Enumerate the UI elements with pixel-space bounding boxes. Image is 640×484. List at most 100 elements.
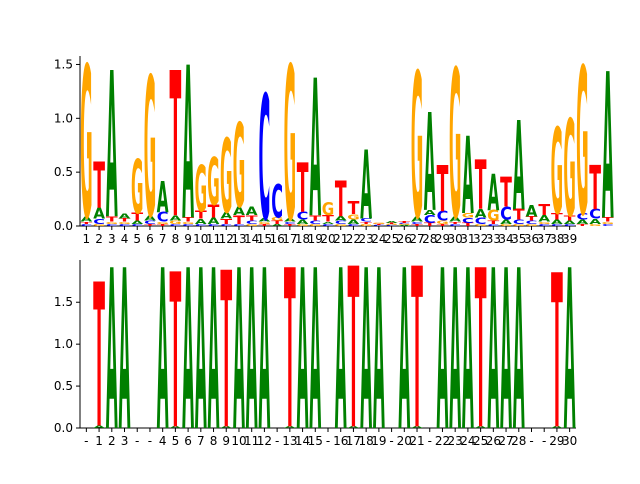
x-tick-label: 5 (172, 434, 180, 448)
x-tick-label: 2 (95, 232, 103, 246)
x-tick-label: 16 (269, 232, 284, 246)
logo-letter-C: C (144, 220, 156, 225)
logo-letter-A: A (449, 215, 462, 224)
logo-letter-A: A (284, 426, 297, 429)
logo-letter-A: A (297, 223, 309, 480)
logo-letter-T: T (437, 223, 450, 226)
logo-letter-T: T (411, 223, 424, 226)
logo-letter-A: A (551, 218, 563, 225)
logo-letter-T: T (335, 171, 347, 228)
x-tick-label: 26 (486, 434, 501, 448)
logo-letter-C: C (271, 176, 283, 229)
x-tick-label: 20 (397, 434, 412, 448)
logo-letter-G: G (449, 29, 461, 266)
logo-letter-T: T (297, 149, 309, 229)
x-tick-label: 6 (184, 434, 192, 448)
logo-letter-G: G (106, 221, 118, 224)
logo-letter-C: C (564, 223, 576, 227)
logo-letter-C: C (475, 216, 487, 226)
logo-letter-C: C (526, 220, 538, 225)
logo-letter-A: A (551, 426, 564, 429)
logo-letter-A: A (271, 223, 283, 226)
logo-letter-A: A (259, 218, 271, 223)
logo-letter-T: T (449, 221, 462, 224)
logo-letter-G: G (322, 199, 334, 219)
logo-letter-T: T (170, 229, 182, 477)
logo-letter-A: A (411, 215, 424, 224)
x-tick-label: 37 (537, 232, 552, 246)
logo-letter-C: C (424, 214, 436, 226)
logo-letter-A: A (246, 223, 258, 480)
logo-letter-T: T (551, 212, 564, 222)
logo-letter-G: G (513, 223, 525, 226)
logo-letter-A: A (424, 208, 437, 217)
logo-letter-A: A (297, 218, 309, 225)
logo-letter-A: A (208, 223, 220, 480)
logo-letter-A: A (398, 223, 410, 480)
logo-letter-A: A (500, 218, 512, 225)
x-tick-label: 32 (473, 232, 488, 246)
logo-letter-C: C (106, 223, 118, 227)
logo-letter-A: A (93, 425, 105, 429)
logo-letter-A: A (233, 223, 245, 480)
x-tick-label: 30 (562, 434, 577, 448)
logo-letter-A: A (195, 217, 208, 226)
logo-letter-T: T (284, 223, 296, 478)
logo-letter-A: A (144, 214, 157, 223)
logo-letter-C: C (386, 225, 398, 227)
logo-letter-C: C (297, 210, 309, 222)
logo-letter-T: T (182, 217, 194, 224)
y-tick-label: 0.0 (54, 421, 73, 435)
logo-letter-T: T (131, 212, 143, 224)
x-tick-label: 17 (346, 434, 361, 448)
logo-letter-G: G (156, 221, 168, 224)
y-tick-label: 1.5 (54, 57, 73, 71)
x-tick-label: 4 (159, 434, 167, 448)
logo-letter-G: G (144, 39, 156, 262)
logo-letter-A: A (233, 205, 245, 219)
logo-letter-T: T (322, 214, 335, 224)
x-tick-label: 1 (83, 232, 91, 246)
x-tick-label: 10 (193, 232, 208, 246)
x-tick-label: 28 (422, 232, 437, 246)
logo-letter-A: A (538, 213, 550, 224)
logo-letter-C: C (208, 223, 220, 227)
logo-letter-T: T (360, 221, 373, 224)
logo-letter-T: T (246, 214, 258, 222)
x-tick-label: - (529, 434, 533, 448)
logo-letter-T: T (475, 146, 487, 226)
logo-letter-G: G (411, 33, 423, 264)
logo-letter-A: A (131, 220, 143, 225)
x-tick-label: 15 (308, 434, 323, 448)
logo-letter-T: T (284, 223, 297, 226)
logo-letter-T: T (348, 199, 360, 219)
logo-letter-C: C (449, 223, 461, 227)
logo-letter-C: C (233, 223, 245, 227)
logo-letter-G: G (500, 223, 512, 226)
logo-letter-G: G (576, 26, 588, 262)
logo-letter-C: C (169, 223, 181, 227)
top-logo-panel: 0.00.51.01.51 2 3 4 5 6 7 8 9 1011121314151617181… (54, 23, 614, 269)
logo-letter-T: T (475, 223, 487, 478)
logo-letter-C: C (131, 223, 143, 227)
y-tick-label: 1.5 (54, 295, 73, 309)
logo-letter-C: C (195, 223, 207, 227)
logo-letter-A: A (589, 217, 602, 226)
x-tick-label: - (542, 434, 546, 448)
logo-letter-G: G (487, 207, 499, 225)
logo-letter-A: A (373, 223, 385, 480)
logo-letter-T: T (170, 32, 182, 263)
logo-letter-G: G (233, 101, 245, 234)
logo-letter-A: A (602, 31, 614, 265)
logo-letter-A: A (424, 85, 436, 242)
logo-letter-T: T (462, 222, 474, 227)
logo-letter-A: A (93, 205, 105, 223)
logo-letter-A: A (513, 223, 525, 480)
logo-letter-T: T (80, 221, 93, 224)
logo-letter-T: T (538, 201, 550, 218)
logo-letter-A: A (500, 223, 512, 480)
logo-letter-A: A (322, 221, 334, 224)
x-tick-label: 20 (320, 232, 335, 246)
x-tick-label: 24 (460, 434, 475, 448)
logo-letter-C: C (462, 216, 474, 225)
